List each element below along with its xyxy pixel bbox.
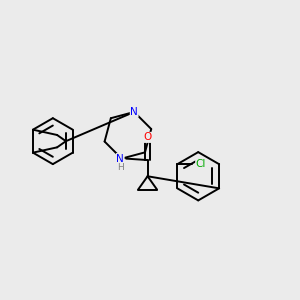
Text: N: N — [130, 107, 138, 117]
Text: N: N — [116, 154, 124, 164]
Text: H: H — [117, 163, 124, 172]
Text: Cl: Cl — [196, 159, 206, 169]
Text: O: O — [143, 132, 152, 142]
